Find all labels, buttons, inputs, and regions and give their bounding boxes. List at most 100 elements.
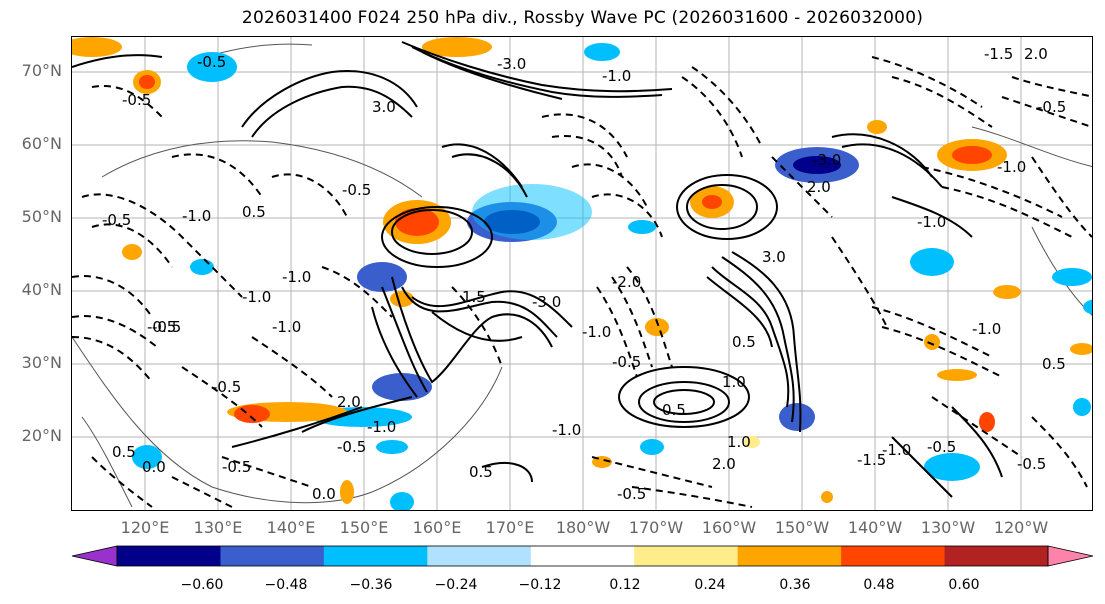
colorbar-segment bbox=[220, 546, 325, 566]
contour-label: -1.0 bbox=[882, 441, 911, 459]
contour-label: -1.5 bbox=[857, 451, 886, 469]
contour-label: 0.5 bbox=[662, 401, 686, 419]
graticule bbox=[72, 37, 1092, 510]
divergence-negative-shading bbox=[132, 43, 1092, 510]
contour-label: 2.0 bbox=[807, 178, 831, 196]
contour-label: -0.5 bbox=[122, 91, 151, 109]
contour-label: 0.5 bbox=[469, 463, 493, 481]
contour-label: -1.0 bbox=[272, 318, 301, 336]
lon-label: 140°E bbox=[266, 518, 316, 537]
contour-label: -1.0 bbox=[917, 213, 946, 231]
contour-label: 3.0 bbox=[762, 248, 786, 266]
lon-label: 180°W bbox=[555, 518, 611, 537]
contour-label: 0.5 bbox=[112, 443, 136, 461]
map-canvas: -1.5 2.0 -3.0 -0.5 3.0 -0.5 -1.0 0.5 -0.… bbox=[72, 37, 1092, 510]
colorbar-segments bbox=[71, 545, 1094, 567]
contour-label: 0.5 bbox=[242, 203, 266, 221]
contour-label: -1.0 bbox=[242, 288, 271, 306]
contour-label: -0.5 bbox=[152, 318, 181, 336]
contour-label: -1.0 bbox=[552, 421, 581, 439]
contour-labels: -1.5 2.0 -3.0 -0.5 3.0 -0.5 -1.0 0.5 -0.… bbox=[102, 45, 1066, 503]
lat-label: 70°N bbox=[21, 61, 62, 80]
colorbar-extend-min bbox=[71, 545, 118, 567]
lon-label: 130°W bbox=[920, 518, 976, 537]
contour-label: 0.0 bbox=[142, 458, 166, 476]
contour-label: 2.0 bbox=[712, 455, 736, 473]
lon-label: 160°E bbox=[412, 518, 462, 537]
lon-label: 140°W bbox=[847, 518, 903, 537]
contour-label: -0.5 bbox=[337, 438, 366, 456]
divergence-positive-shading bbox=[72, 37, 1092, 504]
lat-label: 30°N bbox=[21, 353, 62, 372]
colorbar-tick-label: −0.48 bbox=[264, 577, 308, 593]
lat-label: 50°N bbox=[21, 207, 62, 226]
contour-label: -1.0 bbox=[582, 323, 611, 341]
lon-label: 120°W bbox=[993, 518, 1049, 537]
contour-label: 0.0 bbox=[312, 485, 336, 503]
contour-label: 0.5 bbox=[1042, 355, 1066, 373]
colorbar-tick-label: 0.12 bbox=[609, 577, 641, 593]
lon-label: 130°E bbox=[193, 518, 243, 537]
contour-label: 2.0 bbox=[337, 393, 361, 411]
contour-label: 2.0 bbox=[1024, 45, 1048, 63]
contour-label: -0.5 bbox=[612, 353, 641, 371]
lon-label: 120°E bbox=[120, 518, 170, 537]
colorbar-segment bbox=[944, 546, 1049, 566]
contour-label: 1.5 bbox=[462, 288, 486, 306]
colorbar-tick-label: −0.60 bbox=[180, 577, 224, 593]
contour-label: -1.0 bbox=[972, 320, 1001, 338]
colorbar-tick-label: −0.12 bbox=[518, 577, 562, 593]
colorbar-segment bbox=[530, 546, 635, 566]
colorbar-extend-max bbox=[1047, 545, 1094, 567]
lat-label: 40°N bbox=[21, 280, 62, 299]
contour-label: -0.5 bbox=[212, 378, 241, 396]
contour-label: -0.5 bbox=[147, 318, 176, 336]
contour-label: -0.5 bbox=[617, 485, 646, 503]
lat-label: 60°N bbox=[21, 134, 62, 153]
colorbar-segment bbox=[634, 546, 739, 566]
colorbar bbox=[71, 545, 1094, 567]
lon-label: 170°W bbox=[628, 518, 684, 537]
colorbar-tick-label: 0.60 bbox=[948, 577, 980, 593]
contour-label: -1.0 bbox=[997, 158, 1026, 176]
contour-label: -0.5 bbox=[102, 211, 131, 229]
negative-contours bbox=[72, 56, 1092, 508]
colorbar-tick-label: 0.36 bbox=[779, 577, 811, 593]
lon-label: 170°E bbox=[485, 518, 535, 537]
plot-title: 2026031400 F024 250 hPa div., Rossby Wav… bbox=[241, 8, 924, 28]
contour-label: -1.5 bbox=[984, 45, 1013, 63]
contour-label: -3.0 bbox=[812, 151, 841, 169]
contour-label: -2.0 bbox=[612, 273, 641, 291]
contour-label: -1.0 bbox=[282, 268, 311, 286]
lat-label: 20°N bbox=[21, 426, 62, 445]
colorbar-segment bbox=[323, 546, 428, 566]
colorbar-tick-label: 0.24 bbox=[694, 577, 726, 593]
positive-contours bbox=[72, 41, 1003, 498]
colorbar-segment bbox=[737, 546, 842, 566]
contour-label: -0.5 bbox=[927, 438, 956, 456]
colorbar-tick-label: −0.24 bbox=[434, 577, 478, 593]
contour-label: 1.0 bbox=[727, 433, 751, 451]
contour-label: -0.5 bbox=[197, 53, 226, 71]
contour-label: 0.5 bbox=[732, 333, 756, 351]
contour-label: -1.0 bbox=[182, 207, 211, 225]
contour-label: -3.0 bbox=[532, 293, 561, 311]
contour-label: 1.0 bbox=[722, 373, 746, 391]
contour-label: -0.5 bbox=[1017, 455, 1046, 473]
lon-label: 160°W bbox=[701, 518, 757, 537]
contour-label: -0.5 bbox=[1037, 98, 1066, 116]
contour-label: -0.5 bbox=[222, 458, 251, 476]
contour-label: 3.0 bbox=[372, 98, 396, 116]
map-panel: -1.5 2.0 -3.0 -0.5 3.0 -0.5 -1.0 0.5 -0.… bbox=[71, 36, 1093, 511]
colorbar-segment bbox=[427, 546, 532, 566]
contour-label: -1.0 bbox=[367, 418, 396, 436]
lon-label: 150°E bbox=[339, 518, 389, 537]
contour-label: -0.5 bbox=[342, 181, 371, 199]
contour-label: -1.0 bbox=[602, 67, 631, 85]
colorbar-tick-label: 0.48 bbox=[863, 577, 895, 593]
lon-label: 150°W bbox=[774, 518, 830, 537]
colorbar-segment bbox=[841, 546, 946, 566]
colorbar-tick-label: −0.36 bbox=[349, 577, 393, 593]
contour-label: -3.0 bbox=[497, 55, 526, 73]
colorbar-segment bbox=[117, 546, 221, 566]
